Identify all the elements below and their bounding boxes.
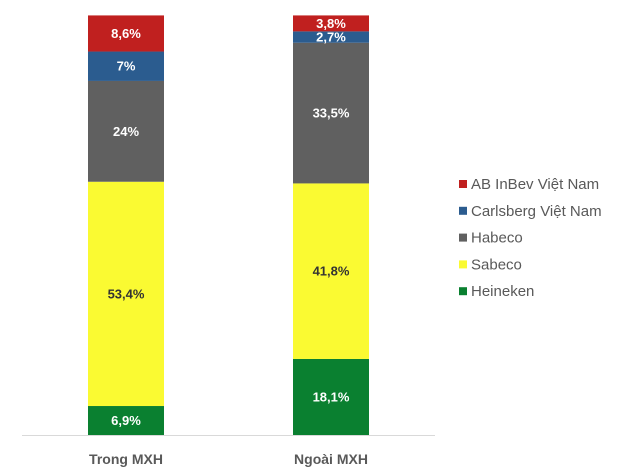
- legend-label: Carlsberg Việt Nam: [471, 203, 602, 220]
- data-label: 33,5%: [313, 106, 350, 121]
- bar-segment: [293, 31, 369, 43]
- legend-label: Habeco: [471, 230, 523, 247]
- data-label: 41,8%: [313, 264, 350, 279]
- bar-segment: [88, 51, 164, 81]
- bar-segment: [293, 358, 369, 435]
- bar-segment: [293, 42, 369, 184]
- data-label: 18,1%: [313, 389, 350, 404]
- legend-item: AB InBev Việt Nam: [459, 176, 599, 193]
- bar-segment: [88, 181, 164, 407]
- legend-item: Sabeco: [459, 256, 522, 273]
- legend-item: Heineken: [459, 283, 534, 300]
- bar-segment: [88, 15, 164, 52]
- legend-swatch: [459, 206, 467, 215]
- data-label: 24%: [113, 124, 139, 139]
- data-label: 3,8%: [316, 16, 346, 31]
- bar-segment: [293, 183, 369, 359]
- data-label: 2,7%: [316, 29, 346, 44]
- bar-segment: [88, 80, 164, 182]
- legend-swatch: [459, 287, 467, 296]
- legend-item: Carlsberg Việt Nam: [459, 203, 602, 220]
- legend-swatch: [459, 260, 467, 269]
- data-label: 6,9%: [111, 413, 141, 428]
- category-label: Trong MXH: [89, 451, 163, 467]
- data-label: 7%: [117, 59, 136, 74]
- legend-swatch: [459, 180, 467, 188]
- bar-segment: [88, 406, 164, 435]
- legend-label: AB InBev Việt Nam: [471, 176, 599, 193]
- bar-segment: [293, 15, 369, 32]
- category-label: Ngoài MXH: [294, 451, 368, 467]
- legend-swatch: [459, 233, 467, 242]
- legend-label: Sabeco: [471, 256, 522, 273]
- data-label: 8,6%: [111, 26, 141, 41]
- legend-label: Heineken: [471, 283, 534, 300]
- legend-item: Habeco: [459, 230, 523, 247]
- data-label: 53,4%: [108, 286, 145, 301]
